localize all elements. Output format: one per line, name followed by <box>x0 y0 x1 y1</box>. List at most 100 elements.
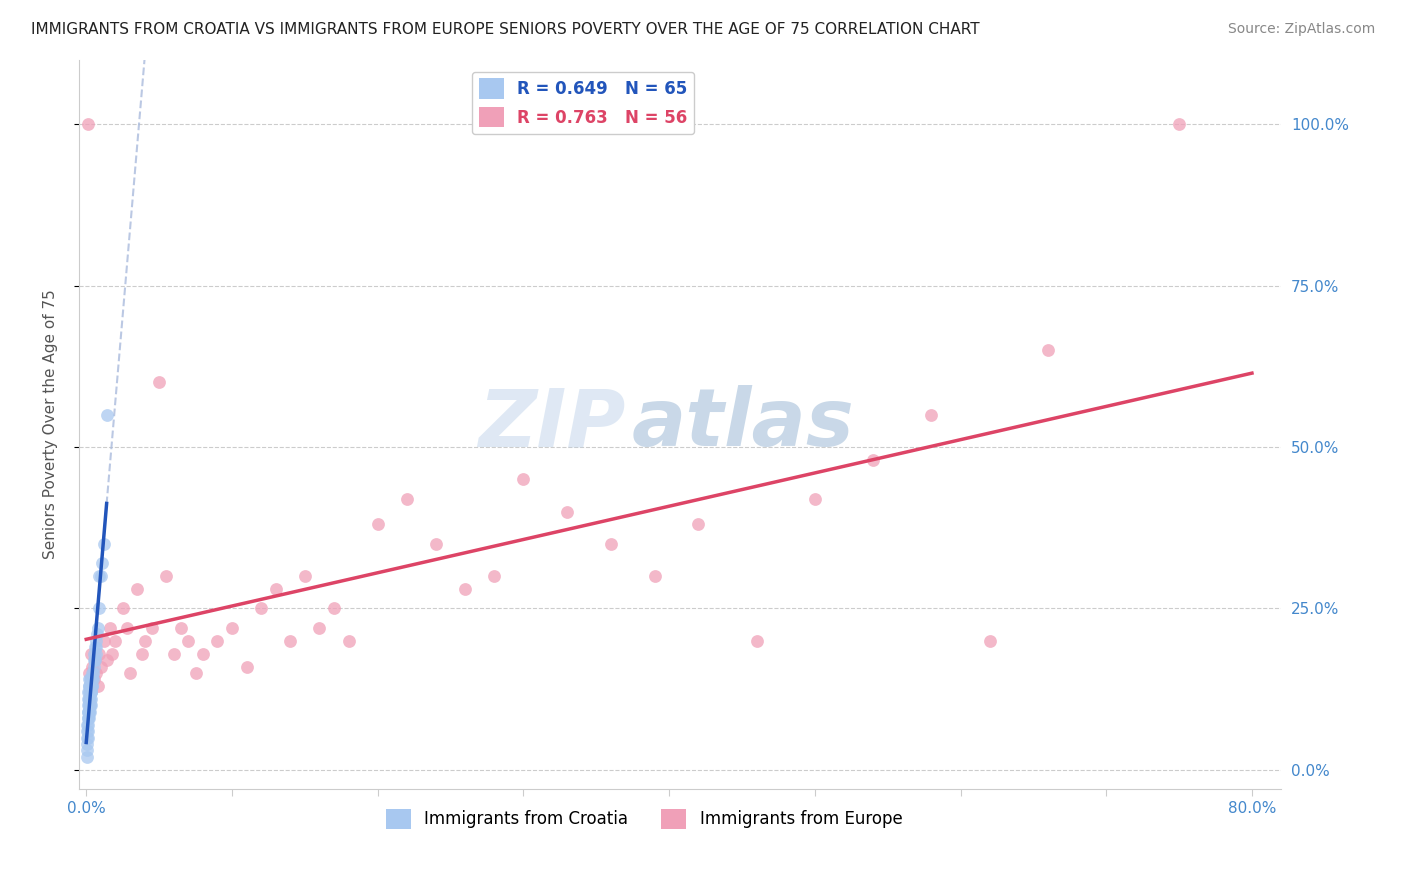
Point <box>118 665 141 680</box>
Point <box>90 569 112 583</box>
Point <box>77 711 100 725</box>
Point <box>294 569 316 583</box>
Point <box>264 582 287 596</box>
Point <box>80 665 103 680</box>
Point <box>79 685 101 699</box>
Point <box>278 633 301 648</box>
Point <box>127 582 149 596</box>
Point <box>367 517 389 532</box>
Point <box>111 601 134 615</box>
Point <box>83 647 105 661</box>
Point <box>93 633 115 648</box>
Point <box>221 621 243 635</box>
Point <box>79 691 101 706</box>
Point <box>77 685 100 699</box>
Point <box>979 633 1001 648</box>
Point <box>79 698 101 713</box>
Point <box>207 633 229 648</box>
Point <box>555 505 578 519</box>
Point <box>96 408 118 422</box>
Point <box>235 659 257 673</box>
Point <box>77 698 100 713</box>
Point <box>170 621 193 635</box>
Point <box>77 665 100 680</box>
Point <box>98 621 121 635</box>
Point <box>80 679 103 693</box>
Point <box>80 673 103 687</box>
Point <box>89 601 111 615</box>
Point <box>80 673 103 687</box>
Point <box>323 601 346 615</box>
Point <box>86 665 108 680</box>
Point <box>79 679 101 693</box>
Point <box>79 691 101 706</box>
Point <box>76 737 98 751</box>
Point <box>134 633 156 648</box>
Point <box>79 679 101 693</box>
Point <box>76 750 98 764</box>
Point <box>86 627 108 641</box>
Point <box>84 653 107 667</box>
Point <box>77 724 100 739</box>
Point <box>77 705 100 719</box>
Point <box>425 537 447 551</box>
Point <box>76 731 98 745</box>
Point <box>599 537 621 551</box>
Point <box>1168 117 1191 131</box>
Point <box>163 647 186 661</box>
Text: Source: ZipAtlas.com: Source: ZipAtlas.com <box>1227 22 1375 37</box>
Point <box>82 673 104 687</box>
Point <box>79 647 101 661</box>
Point <box>83 659 105 673</box>
Point <box>804 491 827 506</box>
Text: IMMIGRANTS FROM CROATIA VS IMMIGRANTS FROM EUROPE SENIORS POVERTY OVER THE AGE O: IMMIGRANTS FROM CROATIA VS IMMIGRANTS FR… <box>31 22 980 37</box>
Point <box>84 640 107 655</box>
Point <box>131 647 153 661</box>
Point <box>1036 343 1059 358</box>
Point <box>76 731 98 745</box>
Point <box>337 633 360 648</box>
Point <box>79 705 101 719</box>
Point <box>688 517 710 532</box>
Point <box>87 621 110 635</box>
Point <box>77 705 100 719</box>
Point <box>79 691 101 706</box>
Point <box>89 647 111 661</box>
Point <box>76 743 98 757</box>
Point <box>148 376 170 390</box>
Point <box>76 717 98 731</box>
Text: ZIP: ZIP <box>478 385 626 464</box>
Point <box>862 453 884 467</box>
Point <box>89 569 111 583</box>
Point <box>920 408 942 422</box>
Point <box>80 685 103 699</box>
Point <box>76 724 98 739</box>
Point <box>79 673 101 687</box>
Point <box>80 685 103 699</box>
Point <box>745 633 768 648</box>
Point <box>101 647 124 661</box>
Point <box>80 659 103 673</box>
Point <box>77 685 100 699</box>
Point <box>79 685 101 699</box>
Point <box>91 556 114 570</box>
Point <box>77 698 100 713</box>
Point <box>141 621 163 635</box>
Point <box>82 679 104 693</box>
Text: atlas: atlas <box>631 385 855 464</box>
Point <box>644 569 666 583</box>
Point <box>77 691 100 706</box>
Point <box>484 569 506 583</box>
Point <box>84 653 107 667</box>
Point <box>96 653 118 667</box>
Point <box>82 665 104 680</box>
Point <box>83 673 105 687</box>
Point <box>76 698 98 713</box>
Point <box>77 679 100 693</box>
Point <box>77 705 100 719</box>
Point <box>90 659 112 673</box>
Point <box>93 537 115 551</box>
Point <box>454 582 477 596</box>
Point <box>155 569 177 583</box>
Point <box>77 711 100 725</box>
